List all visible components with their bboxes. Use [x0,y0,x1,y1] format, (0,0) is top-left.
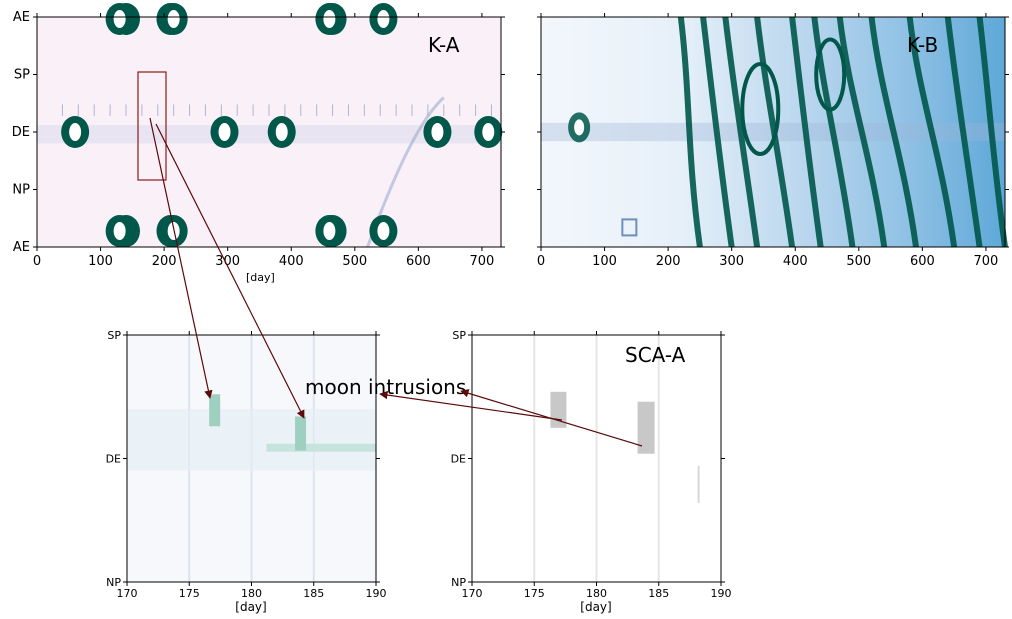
ka-hotspot-core-11-0 [323,10,336,28]
zl-x-label-175: 175 [179,587,200,600]
ka-x-label-200: 200 [152,254,177,269]
ka-y-ticks: AE SP DE NP AE [12,10,505,255]
kb-streak-7 [868,16,919,248]
ka-x-label-0: 0 [33,254,41,269]
zl-y-label-sp-0: SP [107,329,121,342]
ka-hotspot-core-7-0 [431,123,444,141]
ka-y-label-de-2: DE [12,125,30,140]
zr-y-label-np-2: NP [451,576,466,589]
arrow-right-patch-to-label [379,390,563,421]
kb-streak-4 [789,16,824,248]
zl-x-label-185: 185 [303,587,324,600]
ka-y-label-np-3: NP [12,183,30,198]
ka-x-ticks: 0 100 200 300 400 500 600 700 [33,13,494,269]
zr-x-label-185: 185 [648,587,669,600]
zr-x-label-175: 175 [524,587,545,600]
zl-band [127,409,376,471]
kb-x-label-400: 400 [783,254,808,269]
zoom-right-marks [533,335,700,582]
zr-y-label-de-1: DE [451,453,466,466]
kb-x-label-500: 500 [846,254,871,269]
zr-patch-2 [637,401,655,454]
arrow-zoombox-to-left-patch-1 [149,117,213,399]
ka-x-label-500: 500 [342,254,367,269]
ka-hotspot-core-3-0 [218,123,231,141]
ka-zoom-box [137,71,167,181]
zl-x-label-190: 190 [366,587,387,600]
ka-hotspot-core-9-1 [113,222,126,240]
ka-title: K-A [428,33,460,57]
kb-x-label-0: 0 [537,254,545,269]
kb-spot-60-core [574,119,585,136]
kb-x-label-200: 200 [656,254,681,269]
ka-x-label-700: 700 [470,254,495,269]
kb-y-ticks [537,16,1009,248]
ka-x-label-600: 600 [406,254,431,269]
ka-hotspot-core-4-0 [275,123,288,141]
zr-x-label-170: 170 [462,587,483,600]
zl-patch-1 [209,394,221,427]
kb-loop-1 [740,62,781,156]
ka-y-label-sp-1: SP [14,68,30,83]
ka-y-label-ae-4: AE [13,240,30,255]
kb-streak-5 [811,16,856,248]
kb-x-label-700: 700 [974,254,999,269]
zr-x-label-180: 180 [586,587,607,600]
ka-x-label-300: 300 [215,254,240,269]
ka-x-label-100: 100 [88,254,113,269]
ka-hotspot-core-6-0 [377,10,390,28]
kb-streak-3 [754,16,796,248]
panel-zoom-right: SCA-A 170 175 180 185 190 SP DE NP [day] [451,329,732,614]
kb-x-ticks: 0 100 200 300 400 500 600 700 [537,13,998,269]
kb-streak-8 [906,16,958,248]
kb-loop-2 [814,37,847,112]
zoom-right-title: SCA-A [625,343,686,367]
zl-stripe [266,443,376,452]
zoom-left-xlabel: [day] [235,600,266,614]
kb-spot-135 [621,218,638,237]
ka-hotspot-core-6-1 [377,222,390,240]
kb-marks [541,16,1008,248]
kb-streak-1 [700,16,735,248]
kb-streak-10 [976,16,1008,248]
panel-zoom-left: 170 175 180 185 190 SP DE NP [day] [106,329,387,614]
zl-y-label-np-2: NP [106,576,121,589]
ka-hotspot-core-8-0 [482,123,495,141]
kb-x-label-300: 300 [719,254,744,269]
zoom-right-x-ticks: 170 175 180 185 190 [462,331,732,600]
moon-intrusion-annotation: moon intrusions [149,117,643,447]
zoom-right-xlabel: [day] [580,600,611,614]
ka-hotspot-core-11-1 [323,222,336,240]
ka-hotspot-core-9-0 [113,10,126,28]
ka-hotspot-core-0-0 [69,123,82,141]
panel-kb: K-B 0 100 200 300 400 500 600 700 [537,13,1009,269]
kb-x-label-600: 600 [910,254,935,269]
zr-x-label-190: 190 [711,587,732,600]
zoom-left-y-ticks: SP DE NP [106,329,380,589]
arrow-zoombox-to-left-patch-2 [155,123,305,419]
kb-streak-9 [944,16,983,248]
ka-cutoff-xlabel: [day] [246,271,275,284]
kb-title: K-B [907,33,938,57]
zoom-left-x-ticks: 170 175 180 185 190 [117,331,387,600]
kb-streak-0 [677,16,703,248]
ka-hotspot-core-10-0 [167,10,180,28]
kb-x-label-100: 100 [592,254,617,269]
zoom-left-marks [127,335,376,582]
kb-streak-2 [722,16,761,248]
ka-x-label-400: 400 [279,254,304,269]
zoom-right-y-ticks: SP DE NP [451,329,725,589]
zl-patch-2 [295,416,307,451]
panel-ka: K-A 0 100 200 300 400 500 600 700 AE SP DE NP AE [d… [12,3,505,284]
arrow-right-patch-to-label-2 [460,389,643,447]
zl-y-label-de-1: DE [106,453,121,466]
kb-streak-6 [836,16,888,248]
zr-y-label-sp-0: SP [452,329,466,342]
zl-x-label-180: 180 [241,587,262,600]
zl-x-label-170: 170 [117,587,138,600]
ka-y-label-ae-0: AE [13,10,30,25]
